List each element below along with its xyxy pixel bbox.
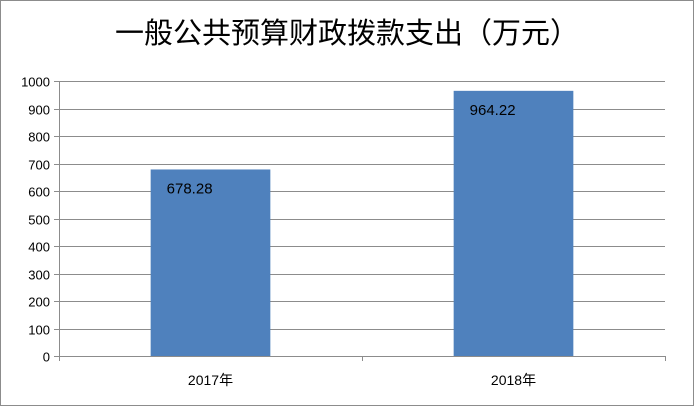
- bar-2017年: [150, 169, 271, 356]
- y-tick-label: 700: [28, 158, 50, 173]
- chart-title: 一般公共预算财政拨款支出（万元）: [114, 16, 579, 50]
- y-tick-label: 300: [28, 268, 50, 283]
- y-tick-label: 0: [43, 350, 50, 365]
- data-label: 964.22: [470, 102, 516, 119]
- x-tick-label: 2017年: [188, 372, 233, 388]
- y-tick-label: 1000: [21, 75, 50, 90]
- data-label: 678.28: [167, 180, 213, 197]
- y-tick-label: 800: [28, 130, 50, 145]
- y-tick-label: 600: [28, 185, 50, 200]
- y-tick-label: 100: [28, 323, 50, 338]
- y-tick-label: 500: [28, 213, 50, 228]
- y-tick-label: 400: [28, 240, 50, 255]
- bar-2018年: [453, 90, 574, 356]
- x-tick-label: 2018年: [491, 372, 536, 388]
- y-tick-label: 200: [28, 295, 50, 310]
- y-tick-label: 900: [28, 103, 50, 118]
